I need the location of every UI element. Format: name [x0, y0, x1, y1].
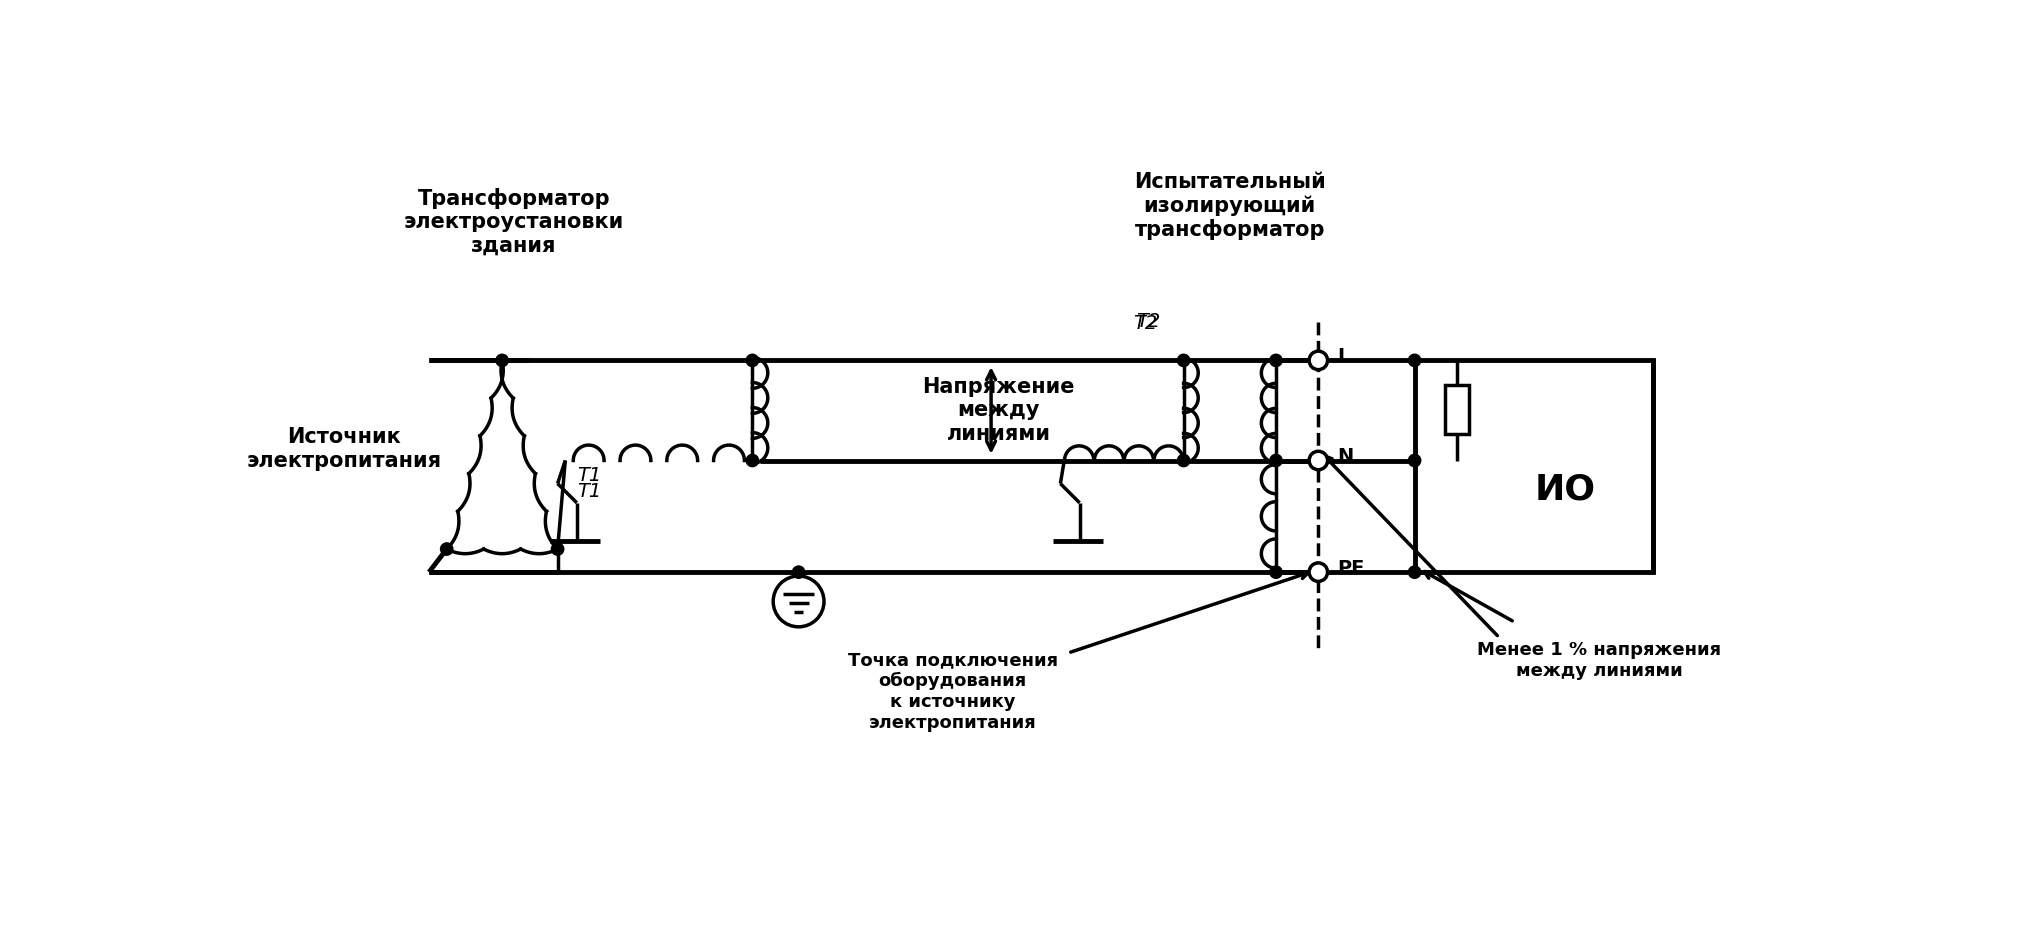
Bar	[1415, 360, 1653, 572]
Circle shape	[1270, 566, 1283, 579]
Text: Менее 1 % напряжения
между линиями: Менее 1 % напряжения между линиями	[1478, 641, 1722, 680]
Circle shape	[1309, 563, 1327, 581]
Circle shape	[1177, 354, 1189, 367]
Circle shape	[552, 542, 564, 555]
Text: Напряжение
между
линиями: Напряжение между линиями	[922, 377, 1075, 444]
Circle shape	[497, 354, 509, 367]
Text: N: N	[1338, 447, 1354, 466]
Text: Точка подключения
оборудования
к источнику
электропитания: Точка подключения оборудования к источни…	[847, 651, 1057, 732]
Text: Т1: Т1	[576, 466, 601, 485]
Text: PE: PE	[1338, 559, 1364, 578]
Text: Испытательный
изолирующий
трансформатор: Испытательный изолирующий трансформатор	[1134, 172, 1325, 240]
Circle shape	[1409, 454, 1421, 466]
Circle shape	[1177, 454, 1189, 466]
Text: L: L	[1338, 347, 1350, 366]
Text: Т1: Т1	[576, 482, 601, 501]
Circle shape	[747, 354, 759, 367]
Circle shape	[440, 542, 452, 555]
Circle shape	[1409, 566, 1421, 579]
Text: Источник
электропитания: Источник электропитания	[246, 428, 442, 470]
Circle shape	[1309, 352, 1327, 370]
Circle shape	[747, 454, 759, 466]
Circle shape	[792, 566, 804, 579]
Circle shape	[1270, 454, 1283, 466]
Circle shape	[1309, 451, 1327, 469]
Text: Т2: Т2	[1132, 314, 1156, 333]
Bar	[1446, 385, 1470, 433]
Circle shape	[1409, 354, 1421, 367]
Circle shape	[1270, 354, 1283, 367]
Text: Т2: Т2	[1136, 313, 1161, 332]
Text: Трансформатор
электроустановки
здания: Трансформатор электроустановки здания	[403, 188, 623, 256]
Text: ИО: ИО	[1535, 472, 1596, 506]
